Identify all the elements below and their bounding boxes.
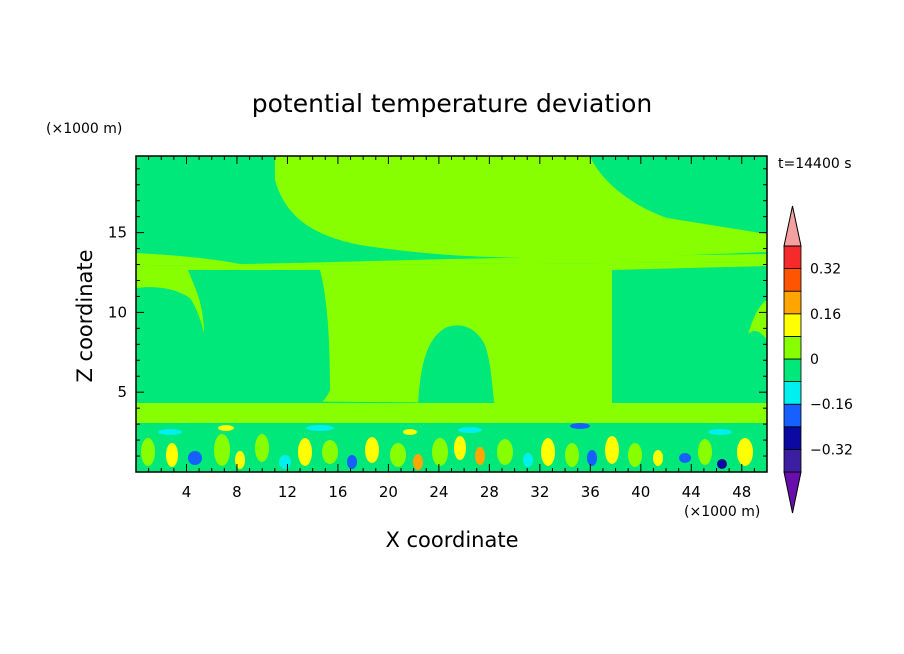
x-tick-labels: 4 8 12 16 20 24 28 32 36 40 44 48 [182,483,752,501]
x-tick-label: 4 [182,483,192,501]
x-tick-label: 24 [429,483,448,501]
y-tick-label: 5 [117,383,127,401]
colorbar-segment [783,335,802,360]
green-band-13km [136,253,767,266]
x-tick-label: 12 [278,483,297,501]
x-tick-label: 8 [232,483,242,501]
x-tick-label: 44 [682,483,701,501]
contour-field [136,156,767,472]
colorbar-tick-label: −0.32 [810,442,853,458]
x-unit-label: (×1000 m) [684,504,760,520]
x-tick-label: 48 [732,483,751,501]
colorbar-segment [783,381,802,405]
colorbar-segment [783,245,802,270]
x-tick-label: 32 [530,483,549,501]
colorbar-segment [783,403,802,428]
chart-title: potential temperature deviation [252,89,652,118]
colorbar-low-triangle [783,471,802,514]
teal-region-left-a [136,287,214,403]
colorbar-segment [783,426,802,450]
teal-region-left-b [188,270,330,407]
colorbar-segment [783,313,802,337]
colorbar-segment [783,268,802,292]
lower-green-band [136,403,767,423]
colorbar-tick-label: 0.32 [810,262,841,278]
time-label: t=14400 s [778,156,852,172]
colorbar-tick-label: 0 [810,352,819,368]
x-axis-label: X coordinate [385,528,518,552]
x-tick-label: 40 [631,483,650,501]
x-tick-label: 36 [581,483,600,501]
y-tick-labels: 5 10 15 [108,224,127,402]
x-tick-label: 20 [379,483,398,501]
y-tick-marks [136,168,767,457]
x-tick-marks [148,156,755,472]
colorbar-high-triangle [783,205,802,247]
colorbar-tick-label: −0.16 [810,397,853,413]
y-tick-label: 10 [108,303,127,321]
colorbar-segment [783,358,802,383]
y-axis-label: Z coordinate [73,249,97,382]
teal-region-right [612,266,767,405]
y-unit-label: (×1000 m) [46,121,122,137]
colorbar-segment [783,290,802,315]
teal-region-center [418,325,495,408]
x-tick-label: 28 [480,483,499,501]
boundary-layer-cells [141,423,753,470]
colorbar: 0.32 0.16 0 −0.16 −0.32 [783,205,853,514]
y-tick-label: 15 [108,224,127,242]
x-tick-label: 16 [328,483,347,501]
colorbar-segment [783,448,802,473]
colorbar-tick-label: 0.16 [810,307,841,323]
upper-green-region [275,156,767,258]
